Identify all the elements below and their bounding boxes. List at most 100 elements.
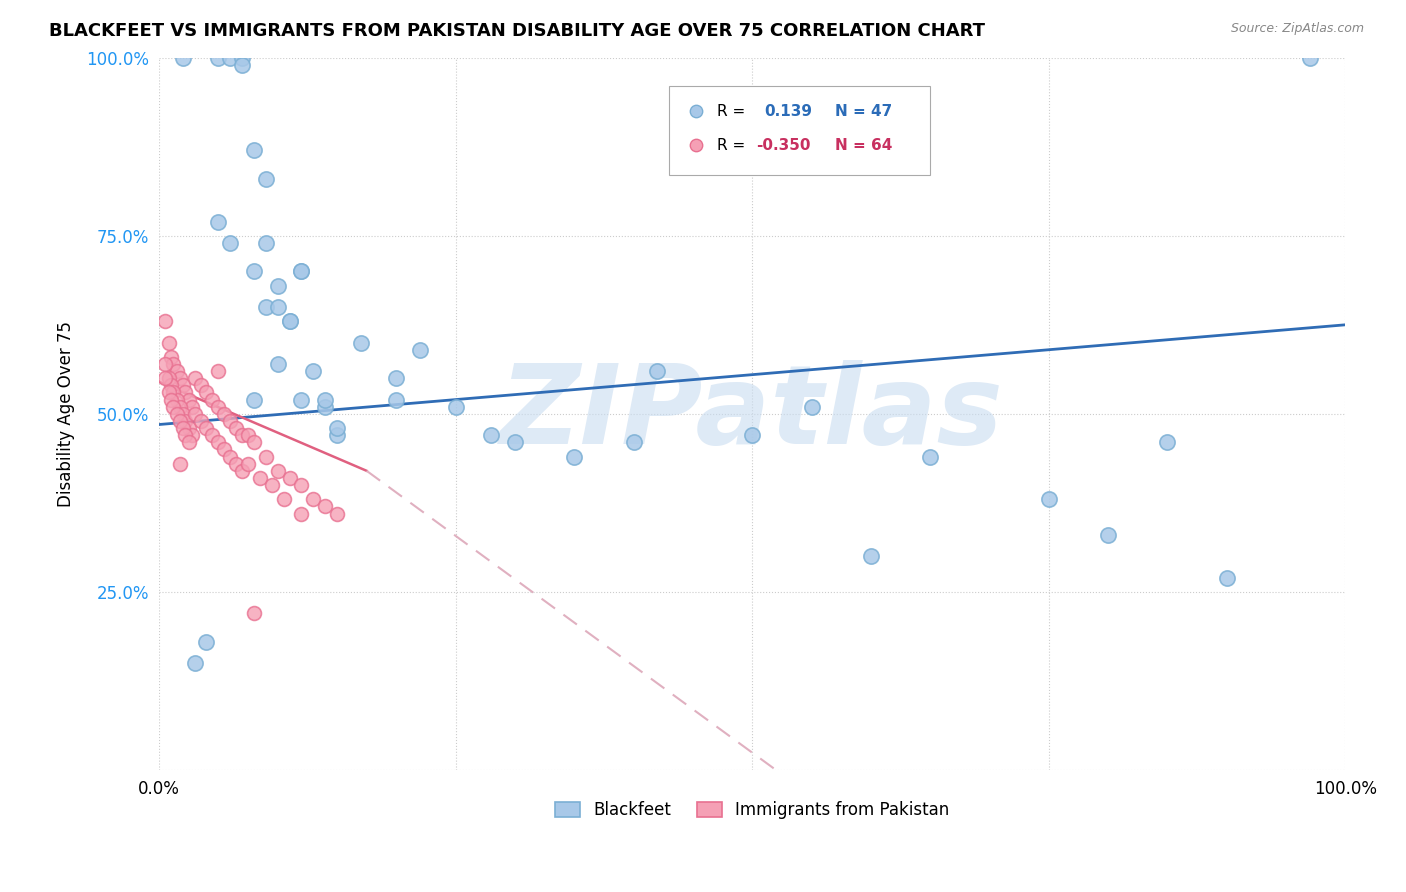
Point — [243, 143, 266, 157]
Point — [254, 300, 277, 314]
Point — [1097, 528, 1119, 542]
Point — [183, 407, 205, 421]
Point — [623, 435, 645, 450]
Point — [201, 428, 224, 442]
Point — [266, 278, 288, 293]
Point — [254, 171, 277, 186]
Point — [1299, 51, 1322, 65]
Point — [172, 378, 194, 392]
Point — [207, 214, 229, 228]
Point — [225, 457, 247, 471]
Point — [243, 435, 266, 450]
Point — [207, 51, 229, 65]
Point — [169, 457, 191, 471]
Point — [314, 400, 336, 414]
Point — [162, 357, 184, 371]
Point — [290, 392, 312, 407]
Point — [231, 58, 253, 72]
Point — [177, 392, 200, 407]
Point — [236, 428, 259, 442]
Point — [741, 428, 763, 442]
Point — [1038, 492, 1060, 507]
Point — [166, 392, 188, 407]
Point — [273, 492, 295, 507]
Point — [236, 457, 259, 471]
Point — [160, 350, 183, 364]
Text: ZIPatlas: ZIPatlas — [501, 360, 1004, 467]
Point — [562, 450, 585, 464]
Point — [409, 343, 432, 357]
Point — [174, 414, 197, 428]
Point — [172, 51, 194, 65]
Point — [314, 500, 336, 514]
Point — [201, 392, 224, 407]
Point — [207, 364, 229, 378]
Point — [1216, 571, 1239, 585]
FancyBboxPatch shape — [669, 87, 931, 175]
Point — [302, 364, 325, 378]
Point — [172, 407, 194, 421]
Text: N = 47: N = 47 — [835, 103, 893, 119]
Point — [326, 507, 349, 521]
Point — [290, 507, 312, 521]
Point — [278, 314, 301, 328]
Point — [166, 364, 188, 378]
Point — [157, 335, 180, 350]
Point — [243, 392, 266, 407]
Point — [172, 421, 194, 435]
Point — [181, 400, 204, 414]
Text: 0.139: 0.139 — [763, 103, 813, 119]
Point — [162, 385, 184, 400]
Text: R =: R = — [717, 103, 745, 119]
Point — [278, 471, 301, 485]
Point — [219, 450, 242, 464]
Text: Source: ZipAtlas.com: Source: ZipAtlas.com — [1230, 22, 1364, 36]
Point — [326, 421, 349, 435]
Point — [647, 364, 669, 378]
Point — [249, 471, 271, 485]
Point — [278, 314, 301, 328]
Point — [290, 264, 312, 278]
Point — [302, 492, 325, 507]
Text: R =: R = — [717, 137, 745, 153]
Point — [243, 607, 266, 621]
Point — [177, 421, 200, 435]
Legend: Blackfeet, Immigrants from Pakistan: Blackfeet, Immigrants from Pakistan — [548, 795, 956, 826]
Point — [685, 104, 707, 119]
Point — [153, 371, 176, 385]
Point — [231, 51, 253, 65]
Point — [153, 314, 176, 328]
Point — [214, 442, 236, 457]
Point — [920, 450, 942, 464]
Point — [174, 385, 197, 400]
Point — [157, 371, 180, 385]
Point — [207, 400, 229, 414]
Point — [266, 300, 288, 314]
Point — [231, 464, 253, 478]
Point — [160, 378, 183, 392]
Point — [385, 371, 408, 385]
Point — [183, 371, 205, 385]
Point — [326, 428, 349, 442]
Point — [254, 235, 277, 250]
Point — [195, 385, 218, 400]
Point — [219, 51, 242, 65]
Point — [314, 392, 336, 407]
Y-axis label: Disability Age Over 75: Disability Age Over 75 — [58, 321, 75, 507]
Point — [1156, 435, 1178, 450]
Point — [266, 464, 288, 478]
Point — [479, 428, 502, 442]
Text: -0.350: -0.350 — [756, 137, 810, 153]
Point — [214, 407, 236, 421]
Point — [153, 357, 176, 371]
Point — [166, 407, 188, 421]
Point — [190, 414, 212, 428]
Point — [162, 400, 184, 414]
Point — [266, 357, 288, 371]
Point — [260, 478, 283, 492]
Point — [169, 400, 191, 414]
Point — [254, 450, 277, 464]
Point — [350, 335, 373, 350]
Text: N = 64: N = 64 — [835, 137, 893, 153]
Point — [290, 264, 312, 278]
